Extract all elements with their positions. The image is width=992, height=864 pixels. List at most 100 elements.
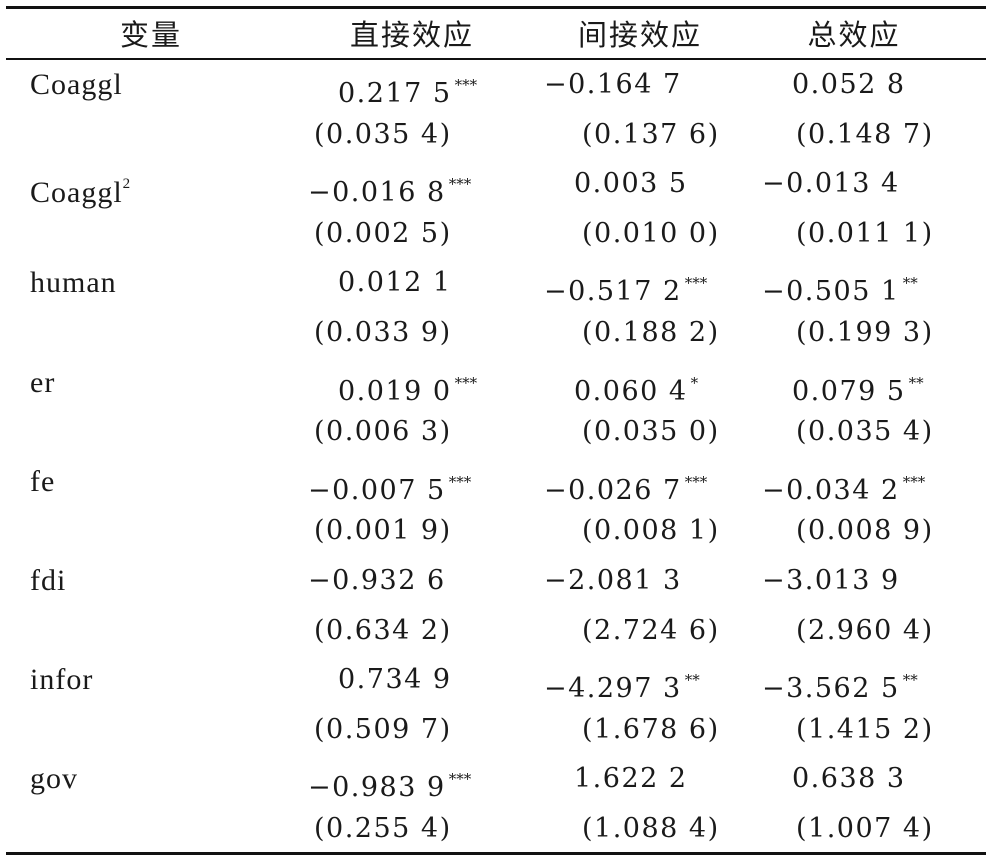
variable-name: infor	[30, 655, 93, 705]
indirect-effect-value: −4.297 3 **	[544, 655, 700, 705]
total-effect-value: 0.052 8	[792, 60, 906, 110]
variable-name: Coaggl	[30, 60, 123, 110]
top-rule	[6, 6, 986, 9]
table-row: (0.509 7) (1.678 6) (1.415 2)	[6, 705, 986, 755]
table-row: (0.002 5) (0.010 0) (0.011 1)	[6, 209, 986, 259]
standard-error: (0.002 5)	[314, 217, 452, 249]
total-coefficient: 0.079 5	[792, 375, 906, 407]
direct-effect-value: −0.932 6	[308, 556, 446, 606]
standard-error: (1.088 4)	[582, 813, 720, 844]
direct-coefficient: −0.007 5	[308, 474, 446, 506]
indirect-effect-value: 1.622 2	[574, 754, 688, 804]
significance-stars: **	[902, 671, 918, 690]
direct-coefficient: −0.016 8	[308, 177, 446, 209]
indirect-effect-value: 0.003 5	[574, 159, 688, 209]
table-row: (0.006 3) (0.035 0) (0.035 4)	[6, 407, 986, 457]
table-row: (0.001 9) (0.008 1) (0.008 9)	[6, 506, 986, 556]
header-indirect: 间接效应	[577, 18, 702, 52]
standard-error: (0.035 4)	[796, 416, 934, 448]
total-coefficient: −3.562 5	[762, 673, 900, 705]
variable-name: fe	[30, 457, 55, 507]
variable-label: gov	[30, 762, 78, 796]
table-row: er 0.019 0 *** 0.060 4 * 0.079 5 **	[6, 358, 986, 408]
significance-stars: ***	[684, 472, 708, 491]
total-effect-value: −0.505 1 **	[762, 258, 918, 308]
header-variable: 变量	[119, 18, 182, 52]
table-row: infor 0.734 9 −4.297 3 ** −3.562 5 **	[6, 655, 986, 705]
direct-effect-value: 0.019 0 ***	[338, 358, 477, 408]
standard-error: (0.008 9)	[796, 515, 934, 547]
total-effect-value: 0.638 3	[792, 754, 906, 804]
direct-coefficient: −0.932 6	[308, 565, 446, 596]
direct-effect-value: 0.734 9	[338, 655, 452, 705]
table-row: (0.035 4) (0.137 6) (0.148 7)	[6, 110, 986, 160]
standard-error: (0.010 0)	[582, 217, 720, 249]
standard-error: (0.008 1)	[582, 515, 720, 547]
standard-error: (0.001 9)	[314, 515, 452, 547]
variable-label: Coaggl	[30, 176, 123, 210]
variable-name: er	[30, 358, 55, 408]
indirect-coefficient: −0.026 7	[544, 474, 682, 506]
variable-name: Coaggl2	[30, 159, 131, 209]
table-row: fdi −0.932 6 −2.081 3 −3.013 9	[6, 556, 986, 606]
table-row: (0.255 4) (1.088 4) (1.007 4)	[6, 804, 986, 854]
total-coefficient: −0.013 4	[762, 168, 900, 200]
significance-stars: **	[902, 274, 918, 293]
direct-coefficient: 0.217 5	[338, 78, 452, 109]
standard-error: (0.137 6)	[582, 118, 720, 150]
variable-label: human	[30, 266, 117, 300]
standard-error: (0.188 2)	[582, 317, 720, 348]
variable-label: infor	[30, 663, 94, 697]
indirect-coefficient: −4.297 3	[544, 673, 682, 705]
direct-coefficient: 0.012 1	[338, 267, 452, 299]
significance-stars: **	[684, 671, 700, 690]
direct-coefficient: −0.983 9	[308, 772, 446, 804]
table-row: fe −0.007 5 *** −0.026 7 *** −0.034 2 ***	[6, 457, 986, 507]
table-row: Coaggl 0.217 5 *** −0.164 7 0.052 8	[6, 60, 986, 110]
variable-label: fe	[30, 464, 56, 498]
significance-stars: ***	[454, 373, 478, 392]
standard-error: (0.634 2)	[314, 614, 452, 646]
indirect-coefficient: 0.003 5	[574, 168, 688, 200]
indirect-effect-value: 0.060 4 *	[574, 358, 698, 408]
bottom-rule	[6, 852, 986, 855]
standard-error: (0.011 1)	[796, 217, 934, 249]
variable-name: gov	[30, 754, 78, 804]
significance-stars: **	[908, 373, 924, 392]
variable-label: Coaggl	[30, 68, 123, 101]
significance-stars: *	[690, 373, 699, 392]
variable-label: fdi	[30, 564, 67, 597]
table-row: (0.634 2) (2.724 6) (2.960 4)	[6, 606, 986, 656]
variable-superscript: 2	[122, 176, 132, 193]
variable-label: er	[30, 365, 56, 399]
direct-effect-value: −0.007 5 ***	[308, 457, 471, 507]
significance-stars: ***	[454, 76, 478, 94]
significance-stars: ***	[448, 472, 472, 491]
indirect-coefficient: −2.081 3	[544, 565, 682, 596]
total-effect-value: −0.034 2 ***	[762, 457, 925, 507]
total-effect-value: −0.013 4	[762, 159, 900, 209]
indirect-coefficient: 0.060 4	[574, 375, 688, 407]
significance-stars: ***	[448, 770, 472, 789]
header-total: 总效应	[807, 18, 901, 52]
variable-name: human	[30, 258, 117, 308]
standard-error: (0.006 3)	[314, 416, 452, 448]
table-row: (0.033 9) (0.188 2) (0.199 3)	[6, 308, 986, 358]
standard-error: (1.678 6)	[582, 713, 720, 745]
header-rule	[6, 58, 986, 60]
standard-error: (1.415 2)	[796, 713, 934, 745]
direct-coefficient: 0.019 0	[338, 375, 452, 407]
significance-stars: ***	[448, 175, 472, 194]
table-row: gov −0.983 9 *** 1.622 2 0.638 3	[6, 754, 986, 804]
standard-error: (2.960 4)	[796, 614, 934, 646]
indirect-effect-value: −0.026 7 ***	[544, 457, 707, 507]
total-coefficient: 0.052 8	[792, 69, 906, 100]
direct-effect-value: 0.012 1	[338, 258, 452, 308]
direct-effect-value: −0.016 8 ***	[308, 159, 471, 209]
indirect-coefficient: 1.622 2	[574, 763, 688, 795]
header-row: 变量 直接效应 间接效应 总效应	[6, 10, 986, 60]
table-row: Coaggl2 −0.016 8 *** 0.003 5 −0.013 4	[6, 159, 986, 209]
indirect-coefficient: −0.517 2	[544, 276, 682, 308]
total-coefficient: 0.638 3	[792, 763, 906, 795]
significance-stars: ***	[684, 274, 708, 293]
